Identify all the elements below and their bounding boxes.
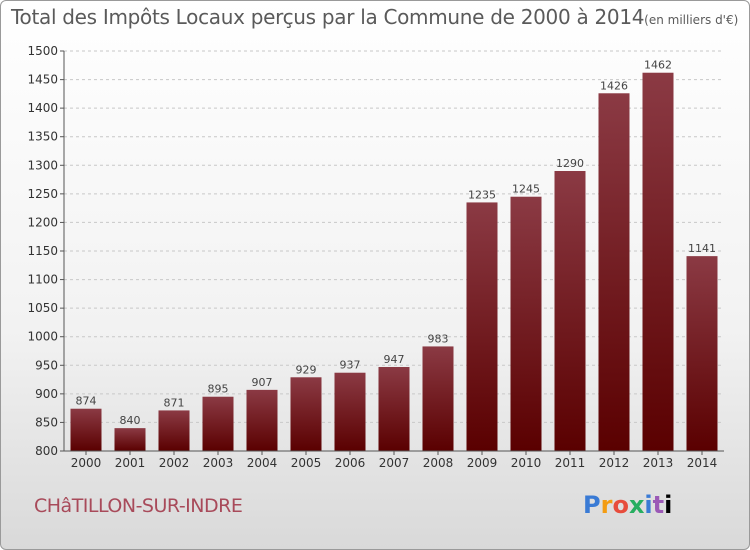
logo-letter: P (583, 491, 601, 519)
y-tick-label: 1400 (27, 101, 58, 115)
logo-letter: r (600, 491, 613, 519)
value-label: 1245 (512, 183, 540, 196)
chart-title-text: Total des Impôts Locaux perçus par la Co… (11, 5, 645, 29)
y-tick-label: 1100 (27, 273, 58, 287)
y-tick-label: 1200 (27, 215, 58, 229)
x-tick-label: 2003 (203, 456, 234, 470)
x-tick-label: 2010 (511, 456, 542, 470)
bar-2007 (378, 367, 410, 451)
bar-2008 (422, 346, 454, 451)
bar-2005 (290, 377, 322, 451)
bars (70, 72, 718, 452)
value-label: 871 (164, 396, 185, 409)
bar-2006 (334, 372, 366, 451)
value-label: 983 (428, 332, 449, 345)
x-tick-label: 2014 (687, 456, 718, 470)
bar-2000 (70, 408, 102, 451)
y-tick-label: 1500 (27, 44, 58, 58)
proxiti-logo: Proxiti (583, 491, 672, 519)
bar-2001 (114, 428, 146, 451)
y-tick-label: 1050 (27, 301, 58, 315)
logo-letter: o (612, 491, 629, 519)
x-tick-label: 2011 (555, 456, 586, 470)
bar-2004 (246, 389, 278, 451)
value-label: 840 (120, 414, 141, 427)
value-label: 895 (208, 383, 229, 396)
y-tick-label: 1350 (27, 130, 58, 144)
bar-2012 (598, 93, 630, 452)
value-label: 1141 (688, 242, 716, 255)
chart-unit: (en milliers d'€) (644, 13, 739, 27)
x-tick-label: 2004 (247, 456, 278, 470)
x-tick-label: 2007 (379, 456, 410, 470)
value-label: 947 (384, 353, 405, 366)
y-tick-label: 800 (35, 444, 58, 458)
bar-2013 (642, 72, 674, 451)
chart-title: Total des Impôts Locaux perçus par la Co… (11, 5, 738, 29)
y-tick-label: 1250 (27, 187, 58, 201)
logo-letter: x (628, 491, 645, 519)
logo-letter: i (664, 491, 673, 519)
y-tick-label: 900 (35, 387, 58, 401)
x-tick-label: 2001 (115, 456, 146, 470)
x-axis-ticks: 2000 2001 2002 2003 2004 2005 2006 2007 2008 2009… (71, 451, 718, 470)
y-tick-label: 1450 (27, 73, 58, 87)
x-tick-label: 2000 (71, 456, 102, 470)
bar-2002 (158, 410, 190, 451)
y-tick-label: 1300 (27, 158, 58, 172)
value-label: 1235 (468, 188, 496, 201)
value-label: 1426 (600, 79, 628, 92)
value-label: 874 (76, 395, 97, 408)
logo-letter: i (644, 491, 653, 519)
x-tick-label: 2013 (643, 456, 674, 470)
bar-2011 (554, 171, 586, 451)
value-label: 907 (252, 376, 273, 389)
y-axis-ticks: 800 850 900 950 1000 1050 1100 1150 1200 1250 1300… (27, 44, 64, 458)
x-tick-label: 2012 (599, 456, 630, 470)
value-labels: 874 840 871 895 907 929 937 947 983 1235 1245 1290 1… (76, 59, 717, 427)
logo-letter: t (652, 491, 665, 519)
value-label: 937 (340, 359, 361, 372)
y-tick-label: 1150 (27, 244, 58, 258)
value-label: 1462 (644, 59, 672, 72)
x-tick-label: 2002 (159, 456, 190, 470)
y-tick-label: 850 (35, 415, 58, 429)
x-tick-label: 2009 (467, 456, 498, 470)
value-label: 1290 (556, 157, 584, 170)
y-tick-label: 950 (35, 358, 58, 372)
bar-2014 (686, 256, 718, 451)
x-tick-label: 2008 (423, 456, 454, 470)
x-tick-label: 2005 (291, 456, 322, 470)
bar-2010 (510, 196, 542, 451)
y-tick-label: 1000 (27, 330, 58, 344)
bar-2003 (202, 396, 234, 451)
bar-2009 (466, 202, 498, 451)
commune-name: CHâTILLON-SUR-INDRE (34, 495, 243, 517)
x-tick-label: 2006 (335, 456, 366, 470)
value-label: 929 (296, 363, 317, 376)
